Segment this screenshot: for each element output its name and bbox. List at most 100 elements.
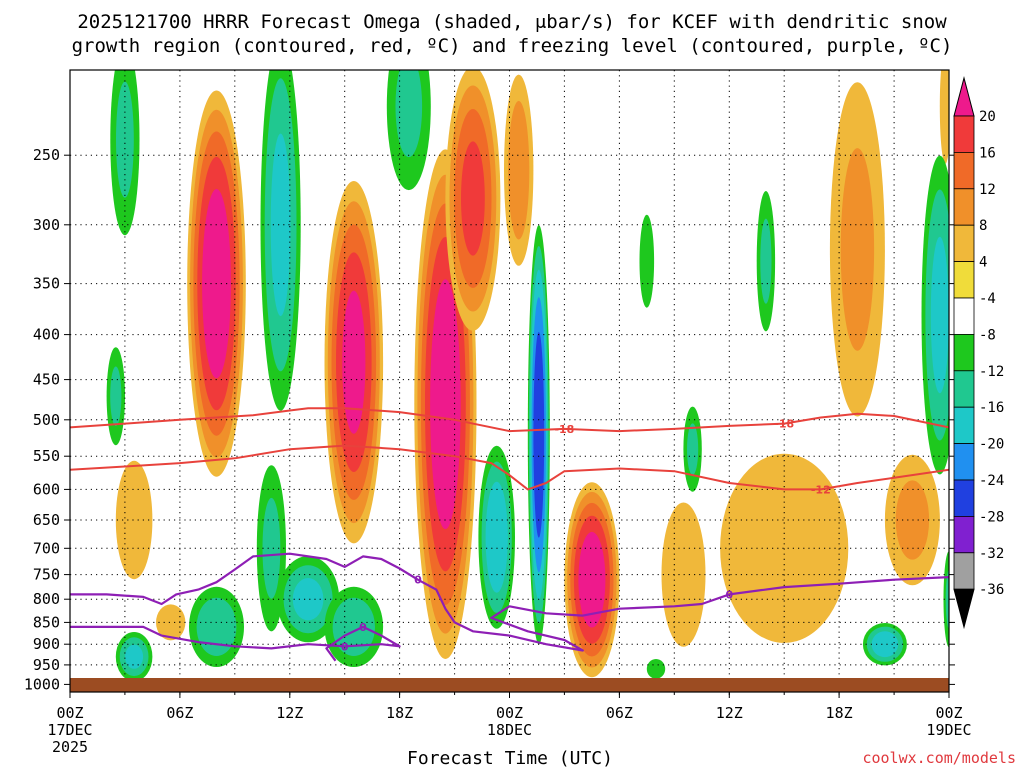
colorbar-swatch xyxy=(953,552,975,590)
omega-band xyxy=(262,497,281,599)
y-tick-label: 350 xyxy=(33,275,60,293)
omega-band xyxy=(939,70,949,164)
colorbar-swatch xyxy=(953,443,975,481)
y-tick-label: 700 xyxy=(33,539,60,557)
colorbar-swatch xyxy=(953,406,975,445)
omega-cell-2 xyxy=(115,460,153,580)
x-tick-label: 12Z xyxy=(276,704,303,722)
omega-cell-5 xyxy=(445,70,501,331)
freezing-level-contour-low xyxy=(70,625,401,662)
y-tick-label: 550 xyxy=(33,447,60,465)
freezing-level-contour-main-label: 0 xyxy=(414,574,422,587)
y-tick-label: 750 xyxy=(33,566,60,584)
omega-cell-26 xyxy=(943,551,949,648)
y-axis: 250 300 350 400 450 500 550 600 650 700 750 800 850 9… xyxy=(24,146,955,693)
freezing-level-contour-low-label: 0 xyxy=(359,621,367,634)
colorbar-swatch xyxy=(953,516,975,554)
omega-band xyxy=(395,70,423,158)
x-tick-label: 12Z xyxy=(716,704,743,722)
omega-band xyxy=(639,214,655,308)
colorbar-swatch xyxy=(953,188,975,226)
omega-band xyxy=(840,148,875,351)
omega-band xyxy=(533,332,545,538)
x-year-label: 2025 xyxy=(52,738,88,756)
colorbar-bottom-arrow xyxy=(953,588,975,630)
y-tick-label: 650 xyxy=(33,511,60,529)
omega-band xyxy=(110,366,122,426)
y-tick-label: 500 xyxy=(33,411,60,429)
omega-band xyxy=(342,290,366,434)
x-date-label: 17DEC xyxy=(47,721,92,739)
omega-band xyxy=(332,597,375,657)
x-tick-label: 00Z xyxy=(935,704,962,722)
omega-band xyxy=(116,81,134,198)
y-tick-label: 400 xyxy=(33,326,60,344)
omega-band xyxy=(461,141,485,256)
colorbar-label: -8 xyxy=(979,327,996,343)
colorbar-label: -32 xyxy=(979,546,1004,562)
chart-title-line1: 2025121700 HRRR Forecast Omega (shaded, … xyxy=(77,11,947,33)
omega-cell-19 xyxy=(386,70,431,191)
x-tick-label: 00Z xyxy=(496,704,523,722)
colorbar-label: 4 xyxy=(979,255,987,271)
x-date-label: 18DEC xyxy=(487,721,532,739)
omega-cell-17 xyxy=(189,586,244,668)
colorbar-swatch xyxy=(953,115,975,153)
dendritic-contour-lower-label: -12 xyxy=(811,483,831,496)
colorbar-label: 8 xyxy=(979,218,987,234)
credit-text: coolwx.com/models xyxy=(862,749,1016,767)
colorbar-swatch xyxy=(953,479,975,517)
dendritic-contour-upper xyxy=(70,407,949,433)
y-tick-label: 950 xyxy=(33,656,60,674)
omega-band xyxy=(156,604,186,641)
omega-cell-15 xyxy=(277,556,340,643)
x-tick-label: 18Z xyxy=(826,704,853,722)
colorbar-label: 12 xyxy=(979,182,996,198)
omega-cell-24 xyxy=(921,155,949,475)
omega-cell-27 xyxy=(756,191,776,332)
omega-band xyxy=(945,570,949,629)
omega-band xyxy=(125,644,144,669)
y-tick-label: 600 xyxy=(33,480,60,498)
colorbar-label: -36 xyxy=(979,582,1004,598)
colorbar-swatch xyxy=(953,333,975,372)
omega-cell-1 xyxy=(156,604,186,641)
colorbar-swatch xyxy=(953,261,975,299)
colorbar-swatch xyxy=(953,151,975,190)
omega-band xyxy=(508,100,530,240)
omega-cell-23 xyxy=(106,347,126,446)
omega-cell-8 xyxy=(661,502,706,647)
omega-band xyxy=(871,631,899,658)
colorbar-label: -12 xyxy=(979,364,1004,380)
omega-cell-21 xyxy=(478,445,515,629)
omega-band xyxy=(578,531,606,628)
omega-cell-9 xyxy=(720,453,849,643)
colorbar-label: -16 xyxy=(979,400,1004,416)
y-tick-label: 300 xyxy=(33,216,60,234)
colorbar-swatch xyxy=(953,370,975,408)
omega-cell-7 xyxy=(564,482,620,678)
dendritic-contour-upper-label: -18 xyxy=(554,423,574,436)
omega-cell-4 xyxy=(414,149,477,659)
omega-band xyxy=(196,597,237,657)
omega-band xyxy=(720,453,849,643)
omega-cell-12 xyxy=(939,70,949,164)
omega-band xyxy=(930,236,949,394)
omega-cell-18 xyxy=(115,632,153,682)
omega-cell-30 xyxy=(646,659,666,679)
omega-band xyxy=(661,502,706,647)
omega-band xyxy=(292,578,324,621)
freezing-level-contour-main xyxy=(70,552,949,652)
colorbar-label: 16 xyxy=(979,145,996,161)
omega-band xyxy=(687,423,699,476)
colorbar-label: 20 xyxy=(979,109,996,125)
y-tick-label: 900 xyxy=(33,635,60,653)
omega-cell-25 xyxy=(862,623,907,666)
freezing-level-contour-main-label: 0 xyxy=(725,588,733,601)
colorbar-top-arrow xyxy=(953,76,975,117)
y-tick-label: 250 xyxy=(33,146,60,164)
omega-cell-20 xyxy=(527,225,550,645)
omega-cell-13 xyxy=(260,70,301,411)
omega-cell-29 xyxy=(639,214,655,308)
